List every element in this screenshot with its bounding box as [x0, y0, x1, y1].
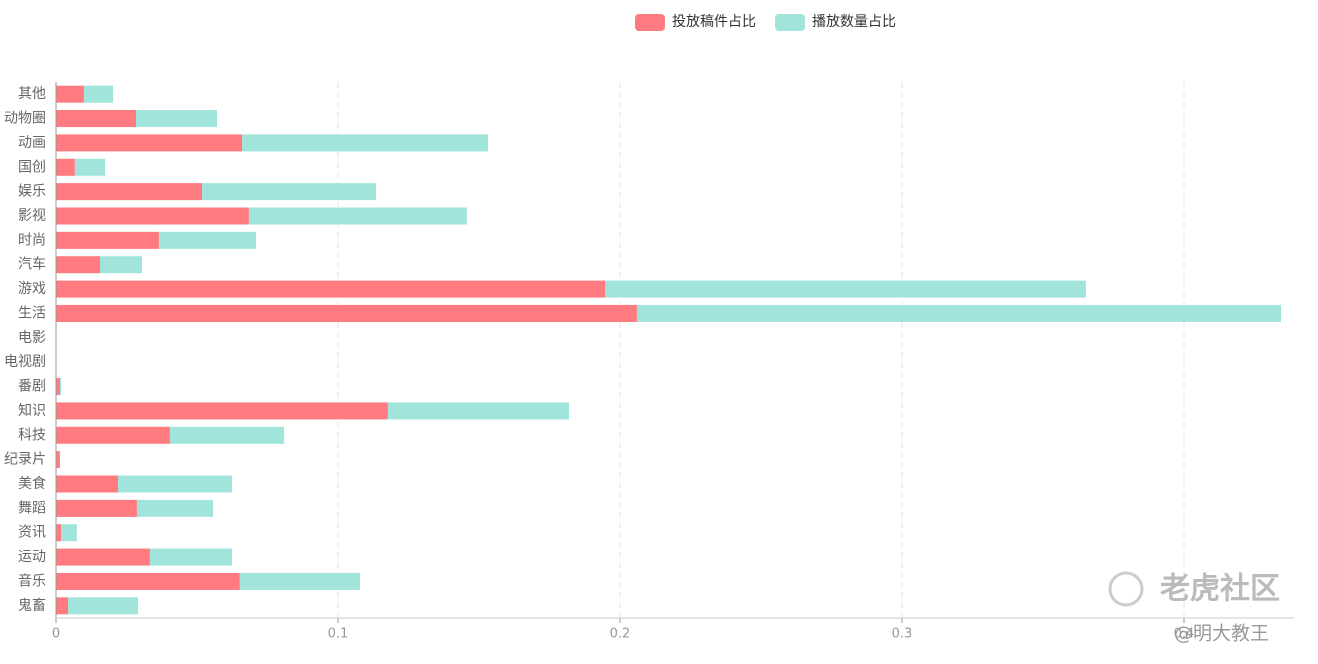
bar-segment	[118, 475, 232, 493]
bar-segment	[83, 85, 113, 103]
bar-segment	[56, 110, 137, 128]
y-tick-label: 生活	[18, 305, 46, 321]
y-tick-label: 美食	[18, 475, 46, 492]
bar-segment	[61, 524, 77, 542]
bar-segment	[56, 597, 69, 615]
bar-segment	[56, 426, 170, 444]
bar-segment	[202, 183, 377, 201]
y-tick-label: 游戏	[18, 281, 46, 297]
y-tick-label: 鬼畜	[18, 598, 46, 614]
bar-segment	[149, 548, 232, 566]
legend-swatch	[635, 14, 665, 31]
y-tick-label: 音乐	[18, 572, 46, 589]
y-tick-label: 影视	[18, 208, 46, 224]
bar-segment	[56, 85, 84, 103]
y-tick-label: 汽车	[18, 256, 46, 273]
legend-label: 投放稿件占比	[672, 14, 756, 30]
bar-segment	[136, 110, 218, 128]
bar-segment	[136, 499, 214, 517]
y-tick-label: 科技	[18, 427, 46, 443]
watermark-author: @明大教王	[1174, 623, 1269, 645]
bar-segment	[56, 280, 606, 298]
bar-segment	[56, 524, 62, 542]
bar-segment	[387, 402, 569, 420]
y-tick-label: 国创	[18, 159, 46, 175]
legend-swatch	[775, 14, 805, 31]
x-tick-label: 0.1	[328, 627, 349, 642]
bar-segment	[248, 207, 467, 225]
bar-segment	[56, 304, 637, 322]
y-tick-label: 知识	[18, 402, 46, 419]
y-tick-label: 纪录片	[4, 452, 46, 468]
y-tick-label: 电视剧	[4, 354, 46, 370]
bar-segment	[56, 451, 60, 469]
y-tick-label: 电影	[18, 330, 46, 346]
bar-segment	[56, 256, 100, 274]
y-tick-label: 其他	[18, 86, 46, 102]
bar-segment	[56, 207, 249, 225]
x-tick-label: 0.2	[610, 627, 631, 642]
y-tick-label: 时尚	[18, 232, 46, 248]
y-tick-label: 资讯	[18, 525, 46, 541]
y-tick-label: 运动	[18, 549, 46, 565]
bar-segment	[59, 378, 62, 396]
bar-segment	[56, 475, 119, 493]
x-tick-label: 0.4	[1174, 627, 1195, 642]
bar-segment	[56, 134, 243, 152]
bar-segment	[158, 231, 256, 249]
bar-segment	[242, 134, 489, 152]
y-tick-label: 番剧	[18, 379, 46, 395]
bar-segment	[56, 378, 60, 396]
bar-segment	[56, 183, 203, 201]
bar-segment	[605, 280, 1086, 298]
bar-segment	[56, 402, 388, 420]
y-tick-label: 动画	[18, 135, 46, 151]
bar-segment	[56, 499, 137, 517]
bar-segment	[636, 304, 1282, 322]
watermark-logo: 老虎社区	[1160, 572, 1280, 607]
bar-segment	[56, 231, 159, 249]
x-tick-label: 0	[52, 627, 60, 642]
bar-segment	[169, 426, 285, 444]
bar-segment	[56, 572, 240, 590]
y-tick-label: 娱乐	[18, 184, 46, 200]
bar-segment	[99, 256, 143, 274]
legend-label: 播放数量占比	[812, 14, 896, 30]
bar-segment	[68, 597, 139, 615]
x-tick-label: 0.3	[892, 627, 913, 642]
bar-segment	[239, 572, 360, 590]
bar-segment	[56, 158, 75, 176]
bar-segment	[56, 548, 150, 566]
y-tick-label: 舞蹈	[18, 500, 46, 516]
bar-segment	[74, 158, 106, 176]
y-tick-label: 动物圈	[4, 111, 46, 127]
watermark-icon	[1108, 571, 1144, 607]
